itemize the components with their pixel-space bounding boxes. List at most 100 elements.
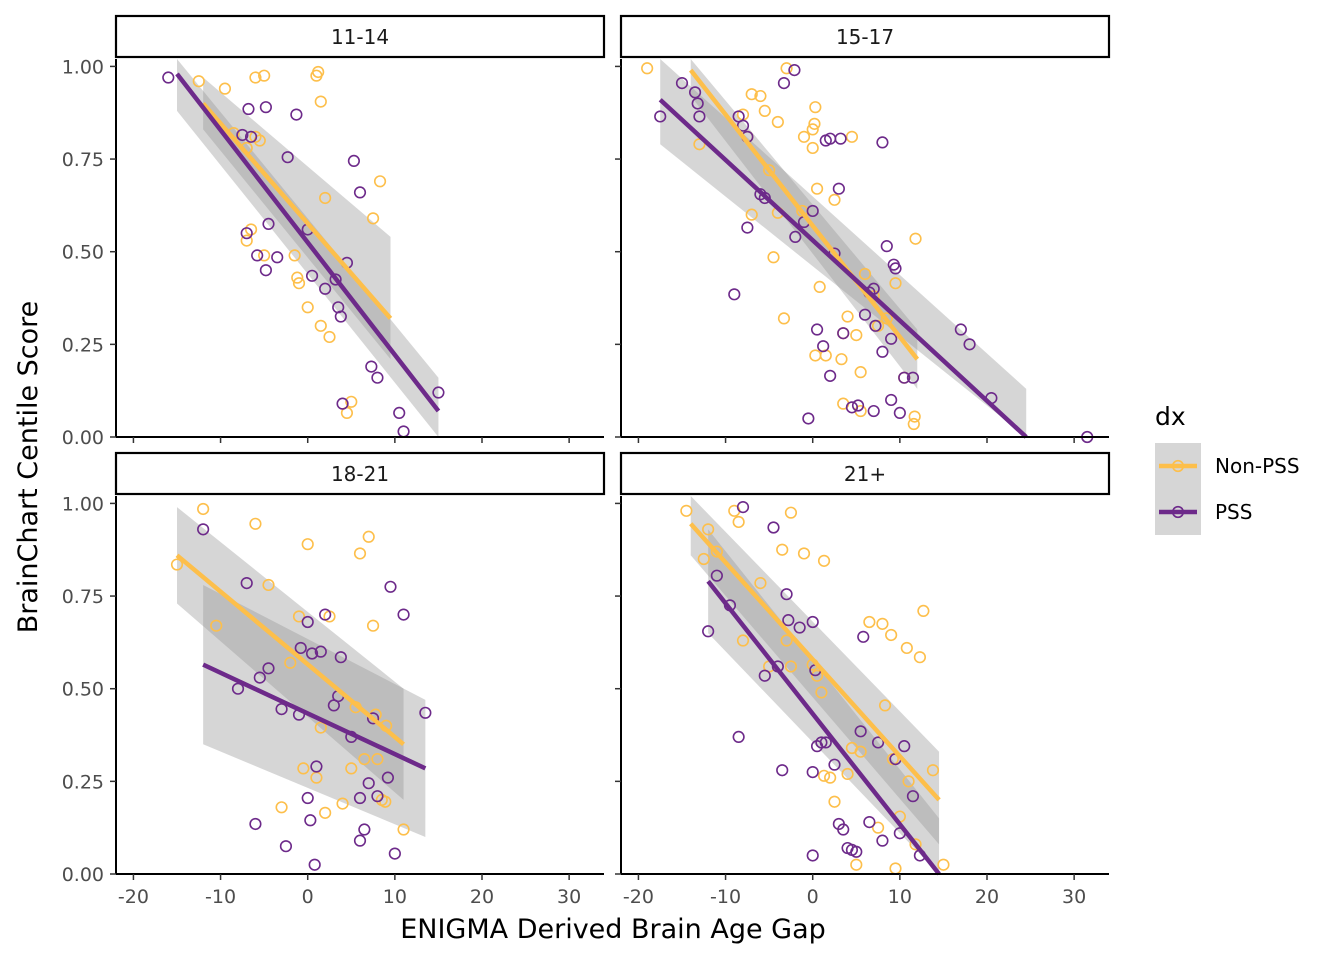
data-point-pss bbox=[802, 412, 815, 425]
data-point-pss bbox=[310, 760, 323, 773]
data-point-non-pss bbox=[780, 634, 793, 647]
y-tick-label: 1.00 bbox=[62, 56, 104, 78]
data-point-non-pss bbox=[702, 523, 715, 536]
data-point-pss bbox=[819, 736, 832, 749]
data-point-non-pss bbox=[828, 193, 841, 206]
data-point-pss bbox=[885, 393, 898, 407]
data-point-pss bbox=[371, 371, 384, 384]
data-point-non-pss bbox=[828, 795, 841, 808]
data-point-pss bbox=[365, 360, 378, 373]
panel-strip bbox=[114, 14, 606, 59]
data-point-non-pss bbox=[878, 699, 892, 712]
data-point-pss bbox=[305, 647, 319, 660]
data-point-pss bbox=[275, 702, 288, 716]
data-point-pss bbox=[336, 397, 349, 410]
fit-line-pss bbox=[658, 98, 1028, 439]
data-point-pss bbox=[371, 790, 384, 803]
data-point-non-pss bbox=[824, 771, 837, 784]
data-point-non-pss bbox=[397, 823, 410, 836]
x-tick-label: 0 bbox=[807, 886, 819, 908]
data-point-non-pss bbox=[797, 130, 811, 143]
data-point-non-pss bbox=[889, 277, 902, 290]
data-point-pss bbox=[702, 625, 715, 638]
data-point-pss bbox=[319, 608, 332, 621]
legend-items: Non-PSS PSS bbox=[1155, 443, 1300, 535]
data-point-pss bbox=[817, 340, 830, 353]
data-point-non-pss bbox=[854, 745, 867, 758]
data-point-non-pss bbox=[301, 301, 314, 314]
data-point-non-pss bbox=[297, 762, 310, 775]
data-point-non-pss bbox=[780, 62, 793, 75]
y-tick-label: 1.00 bbox=[62, 493, 104, 515]
data-point-non-pss bbox=[754, 576, 767, 590]
data-point-pss bbox=[397, 608, 410, 621]
data-point-pss bbox=[279, 840, 293, 853]
panel-strip-label: 21+ bbox=[844, 462, 886, 486]
y-tick-label: 0.25 bbox=[62, 334, 104, 356]
data-point-non-pss bbox=[218, 82, 232, 95]
x-tick-label: 10 bbox=[383, 886, 407, 908]
data-point-pss bbox=[963, 338, 976, 351]
data-point-pss bbox=[857, 630, 870, 643]
data-point-non-pss bbox=[926, 764, 940, 777]
data-point-pss bbox=[688, 86, 702, 99]
data-point-pss bbox=[347, 154, 361, 168]
data-point-non-pss bbox=[358, 753, 371, 766]
confidence-band-pss bbox=[660, 59, 1027, 437]
data-point-non-pss bbox=[258, 69, 271, 82]
data-point-pss bbox=[788, 64, 801, 77]
data-point-non-pss bbox=[797, 547, 811, 560]
data-point-pss bbox=[319, 282, 332, 295]
data-point-pss bbox=[384, 580, 397, 593]
fit-line-non-pss bbox=[175, 553, 406, 747]
confidence-band-pss bbox=[708, 529, 940, 874]
x-tick-label: 20 bbox=[975, 886, 999, 908]
y-tick-label: 0.00 bbox=[62, 864, 104, 886]
data-point-non-pss bbox=[371, 753, 384, 766]
data-point-pss bbox=[251, 249, 264, 262]
data-point-non-pss bbox=[850, 328, 863, 342]
x-tick-label: 0 bbox=[302, 886, 314, 908]
panel-strip bbox=[619, 14, 1111, 59]
data-point-non-pss bbox=[767, 251, 780, 264]
data-point-non-pss bbox=[889, 862, 902, 875]
data-point-non-pss bbox=[336, 797, 349, 810]
data-point-non-pss bbox=[871, 821, 885, 834]
panel-18-21: 18-21 0.00 0.25 0.50 0.75 1.00 -20 -10 0 10 20 30 bbox=[62, 451, 606, 908]
data-point-non-pss bbox=[885, 628, 898, 642]
y-tick-label: 0.25 bbox=[62, 771, 104, 793]
data-point-non-pss bbox=[379, 795, 392, 808]
data-point-pss bbox=[162, 71, 175, 84]
data-point-non-pss bbox=[835, 353, 848, 366]
data-point-pss bbox=[782, 614, 795, 627]
legend-title: dx bbox=[1155, 402, 1186, 431]
data-point-pss bbox=[780, 588, 793, 601]
data-point-pss bbox=[732, 730, 745, 743]
confidence-band-non-pss bbox=[177, 507, 404, 800]
legend-key-point bbox=[1171, 459, 1185, 473]
data-point-non-pss bbox=[745, 208, 758, 221]
data-point-non-pss bbox=[809, 349, 822, 362]
data-point-pss bbox=[197, 523, 210, 536]
data-point-non-pss bbox=[284, 656, 297, 669]
fit-line-non-pss bbox=[689, 522, 941, 802]
data-point-non-pss bbox=[908, 410, 921, 423]
legend-item-non-pss: Non-PSS bbox=[1155, 443, 1300, 489]
data-point-pss bbox=[262, 217, 275, 231]
data-point-non-pss bbox=[362, 530, 375, 543]
data-point-pss bbox=[358, 823, 371, 836]
data-point-pss bbox=[810, 323, 824, 336]
legend-item-pss: PSS bbox=[1155, 489, 1252, 535]
data-point-pss bbox=[240, 576, 253, 590]
data-point-pss bbox=[353, 791, 367, 805]
data-point-pss bbox=[793, 621, 806, 634]
data-point-non-pss bbox=[366, 212, 380, 225]
data-point-non-pss bbox=[314, 721, 327, 734]
panel-11-14: 11-14 0.00 0.25 0.50 0.75 1.00 bbox=[62, 14, 606, 449]
data-point-pss bbox=[381, 771, 394, 784]
panel-strip-label: 18-21 bbox=[331, 462, 389, 486]
data-point-pss bbox=[397, 425, 410, 438]
data-point-pss bbox=[353, 186, 367, 199]
data-point-pss bbox=[889, 262, 902, 275]
